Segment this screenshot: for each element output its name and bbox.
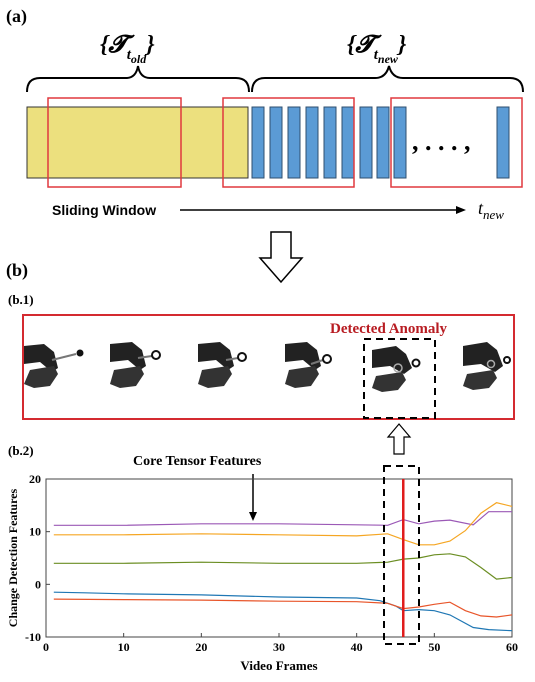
new-data-slices (251, 106, 510, 179)
new-slice (269, 106, 283, 179)
x-tick-label: 10 (118, 640, 130, 654)
core-tensor-label: Core Tensor Features (133, 454, 262, 469)
series-line (53, 598, 513, 618)
svg-text:tnew: tnew (478, 198, 504, 222)
video-frame (24, 344, 84, 388)
panel-b1-label: (b.1) (8, 292, 34, 307)
core-tensor-arrowhead (249, 512, 257, 521)
y-tick-label: -10 (25, 630, 41, 644)
video-frame (285, 342, 332, 388)
video-frame (372, 346, 421, 392)
new-set-label: {𝓣tnew} (347, 32, 407, 66)
anomaly-region-highlight (383, 465, 420, 645)
x-tick-label: 0 (43, 640, 49, 654)
new-slice (305, 106, 319, 179)
new-slice (341, 106, 355, 179)
new-slice (496, 106, 510, 179)
ellipsis: , . . . , (412, 127, 471, 156)
sliding-window-arrowhead (456, 206, 466, 214)
detected-anomaly-label: Detected Anomaly (330, 321, 448, 337)
panel-b-label: (b) (6, 260, 28, 281)
panel-b2-label: (b.2) (8, 443, 34, 458)
window-2 (222, 97, 355, 188)
old-set-label: {𝓣told} (100, 32, 155, 66)
series-line (53, 511, 512, 526)
video-frame (110, 342, 161, 388)
x-tick-label: 50 (428, 640, 440, 654)
new-slice (376, 106, 390, 179)
x-tick-label: 40 (351, 640, 363, 654)
sliding-windows (47, 97, 523, 188)
new-slice (393, 106, 407, 179)
sliding-window-label: Sliding Window (52, 202, 156, 218)
svg-text:{𝓣tnew}: {𝓣tnew} (347, 32, 407, 66)
up-arrow (386, 423, 412, 455)
down-arrow (258, 231, 304, 284)
frames-box (22, 314, 515, 420)
series-line (53, 502, 513, 546)
new-set-brace (251, 65, 524, 93)
t-new-label: tnew (478, 198, 504, 222)
anomaly-frame-highlight (363, 338, 436, 419)
x-tick-label: 20 (195, 640, 207, 654)
x-tick-label: 30 (273, 640, 285, 654)
new-slice (287, 106, 301, 179)
window-1 (47, 97, 182, 188)
new-slice (359, 106, 373, 179)
series-line (53, 553, 513, 580)
y-tick-label: 0 (35, 577, 41, 591)
new-slice (323, 106, 337, 179)
video-frame (198, 342, 247, 388)
old-set-brace (26, 65, 250, 93)
new-slice (251, 106, 265, 179)
x-tick-label: 60 (506, 640, 518, 654)
old-data-block (26, 106, 249, 179)
video-frames (24, 342, 511, 392)
video-frame (463, 342, 511, 390)
window-3 (390, 97, 523, 188)
svg-text:{𝓣told}: {𝓣told} (100, 32, 155, 66)
series-line (53, 591, 513, 632)
x-axis-label: Video Frames (240, 658, 317, 673)
panel-a-label: (a) (6, 6, 27, 27)
y-axis-label: Change Detection Features (6, 488, 20, 627)
y-tick-label: 10 (29, 525, 41, 539)
y-tick-label: 20 (29, 472, 41, 486)
